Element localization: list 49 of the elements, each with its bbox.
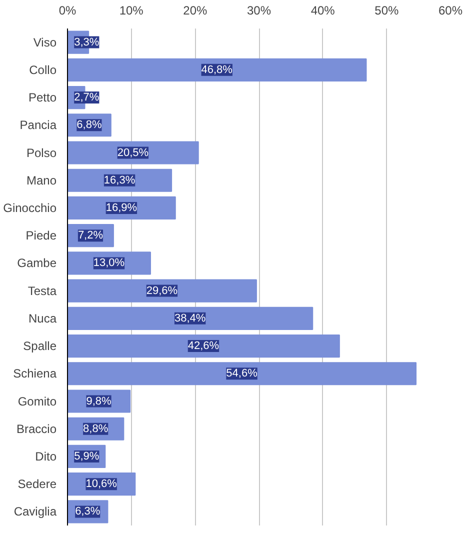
bar <box>68 279 257 302</box>
data-label: 8,8% <box>83 422 108 435</box>
y-tick-label: Petto <box>28 90 57 105</box>
x-tick-label: 50% <box>374 4 400 18</box>
data-label: 13,0% <box>93 257 125 270</box>
bar <box>68 334 340 358</box>
x-tick-label: 10% <box>119 4 144 18</box>
data-label: 16,9% <box>106 202 138 214</box>
data-label: 54,6% <box>226 368 258 380</box>
x-tick-label: 0% <box>58 4 76 18</box>
x-tick-label: 60% <box>438 4 463 18</box>
data-label: 46,8% <box>201 64 233 76</box>
y-tick-label: Sedere <box>18 477 57 492</box>
y-tick-label: Caviglia <box>14 504 57 519</box>
y-tick-label: Nuca <box>28 311 57 326</box>
y-tick-label: Piede <box>26 228 57 243</box>
y-tick-label: Ginocchio <box>3 200 57 215</box>
y-tick-label: Viso <box>33 35 57 50</box>
data-label: 6,3% <box>75 506 100 518</box>
y-tick-label: Pancia <box>20 118 57 132</box>
data-label: 29,6% <box>146 284 178 297</box>
data-label: 20,5% <box>117 146 149 159</box>
data-label: 16,3% <box>104 174 136 186</box>
data-label: 42,6% <box>188 340 220 352</box>
data-label: 5,9% <box>74 450 100 462</box>
data-label: 9,8% <box>86 395 112 408</box>
y-tick-label: Mano <box>26 173 57 188</box>
bar <box>68 58 367 82</box>
x-tick-label: 30% <box>246 4 272 18</box>
y-tick-label: Gambe <box>17 256 57 270</box>
data-label: 7,2% <box>78 230 104 242</box>
data-label: 10,6% <box>86 478 118 490</box>
y-tick-label: Polso <box>26 146 57 160</box>
y-tick-label: Dito <box>35 449 57 464</box>
y-tick-label: Braccio <box>16 422 57 436</box>
data-label: 3,3% <box>74 36 100 48</box>
x-tick-label: 20% <box>183 4 208 18</box>
y-tick-label: Spalle <box>23 339 57 354</box>
x-tick-label: 40% <box>310 4 336 18</box>
bar <box>68 362 417 386</box>
data-label: 2,7% <box>74 92 100 104</box>
bar <box>68 141 199 164</box>
y-tick-label: Collo <box>29 62 57 77</box>
data-label: 38,4% <box>174 312 206 324</box>
y-tick-label: Schiena <box>13 366 57 381</box>
y-tick-label: Gomito <box>18 394 57 408</box>
data-label: 6,8% <box>76 119 102 132</box>
y-tick-label: Testa <box>28 284 57 298</box>
bar <box>68 306 314 330</box>
